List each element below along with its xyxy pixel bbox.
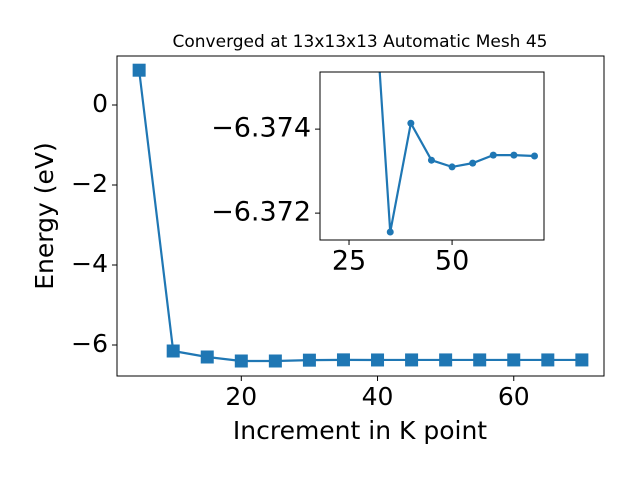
- data-point: [386, 228, 394, 236]
- x-axis-label: Increment in K point: [233, 416, 487, 445]
- y-tick-label: 0: [92, 89, 108, 118]
- data-point: [448, 163, 456, 171]
- data-point: [336, 353, 350, 367]
- data-point: [302, 353, 316, 367]
- data-point: [531, 152, 539, 160]
- x-tick-label: 25: [332, 246, 366, 277]
- y-tick-label: −4: [71, 249, 108, 278]
- x-tick-label: 50: [435, 246, 469, 277]
- y-tick-label: −6.374: [211, 113, 311, 144]
- data-point: [439, 353, 453, 367]
- data-point: [405, 353, 419, 367]
- plot-content: [378, 72, 539, 236]
- data-point: [166, 344, 180, 358]
- data-point: [541, 353, 555, 367]
- axes-frame: [319, 71, 545, 241]
- axes-frame: [116, 55, 605, 377]
- x-tick-label: 60: [498, 382, 530, 411]
- chart-title: Converged at 13x13x13 Automatic Mesh 45: [173, 32, 548, 52]
- data-point: [407, 119, 415, 127]
- data-point: [575, 353, 589, 367]
- plot-content: [132, 63, 589, 368]
- y-tick-label: −6: [71, 329, 108, 358]
- y-tick-label: −6.372: [211, 197, 311, 228]
- x-tick-label: 20: [225, 382, 257, 411]
- data-point: [510, 151, 518, 159]
- y-tick-label: −2: [71, 169, 108, 198]
- data-point: [234, 354, 248, 368]
- x-tick-label: 40: [362, 382, 394, 411]
- data-point: [371, 353, 385, 367]
- data-point: [132, 63, 146, 77]
- data-point: [200, 350, 214, 364]
- data-point: [268, 354, 282, 368]
- data-point: [489, 151, 497, 159]
- data-point: [469, 159, 477, 167]
- data-point: [473, 353, 487, 367]
- data-point: [507, 353, 521, 367]
- data-point: [427, 156, 435, 164]
- y-axis-label: Energy (eV): [30, 142, 59, 289]
